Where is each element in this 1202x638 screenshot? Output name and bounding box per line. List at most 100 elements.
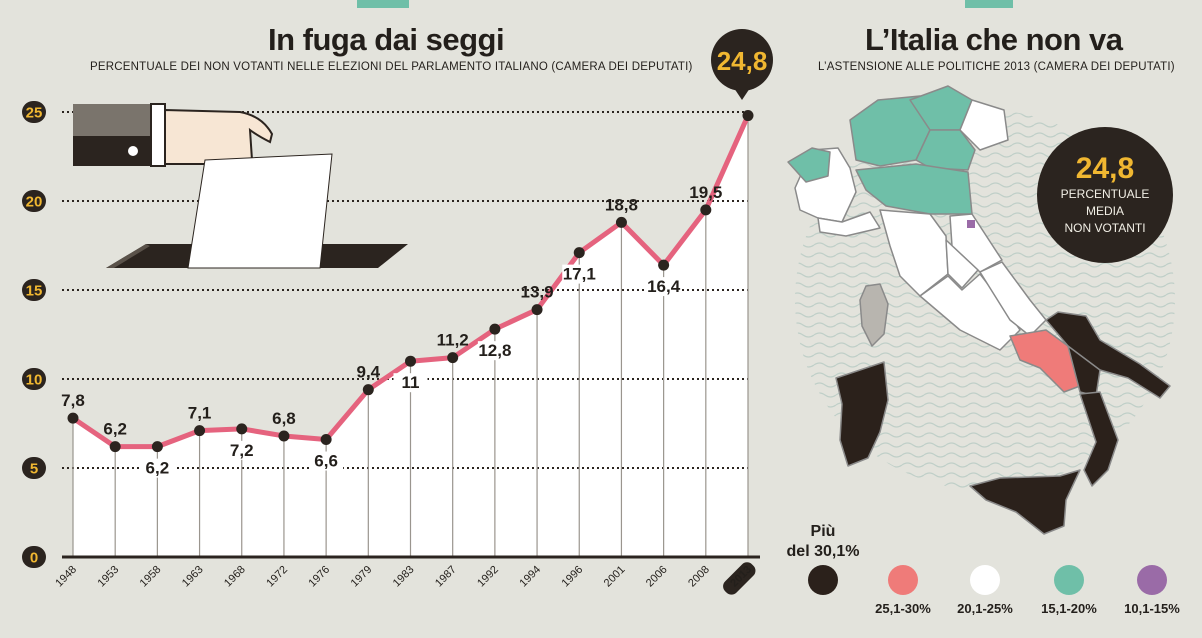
ballot-illustration [73, 103, 408, 269]
data-point [531, 304, 543, 316]
x-tick: 1968 [222, 564, 248, 590]
y-tick-pill [22, 101, 46, 123]
x-tick-label: 1979 [349, 564, 375, 590]
x-tick-label: 1963 [180, 564, 206, 590]
italy-map: 24,8 PERCENTUALE MEDIA NON VOTANTI [787, 85, 1175, 535]
x-axis-ticks: 1948 1953 1958 1963 1968 1972 1976 1979 1983 1987… [53, 562, 756, 595]
value-label-bg [477, 341, 512, 361]
x-tick-label: 1976 [306, 564, 332, 590]
legend-title-line-1: Più [810, 523, 836, 540]
data-point [236, 423, 248, 435]
x-tick-label: 1992 [475, 564, 501, 590]
data-point [109, 441, 121, 453]
map-subtitle: L’ASTENSIONE ALLE POLITICHE 2013 (CAMERA… [818, 61, 1175, 73]
badge-line-2: MEDIA [1086, 204, 1124, 218]
data-point [489, 323, 501, 335]
x-tick: 1983 [391, 564, 417, 590]
x-tick: 1958 [138, 564, 164, 590]
x-tick: 1948 [53, 564, 79, 590]
x-tick-label: 1953 [96, 564, 122, 590]
x-tick: 1976 [306, 564, 332, 590]
x-tick-label: 2008 [686, 564, 712, 590]
data-point [320, 434, 332, 446]
legend-label-teal: 15,1-20% [1041, 601, 1097, 616]
value-label-bg [646, 277, 681, 297]
y-tick-label: 20 [26, 194, 43, 211]
data-point [447, 352, 459, 364]
x-tick-label: 1948 [53, 564, 79, 590]
y-tick-label: 10 [26, 372, 43, 389]
chart-title: In fuga dai seggi [268, 22, 505, 57]
value-label: 6,2 [146, 459, 170, 478]
legend-swatch-purple [1137, 565, 1167, 595]
legend-swatch-pink [888, 565, 918, 595]
value-label-bg [224, 440, 259, 460]
y-tick-label: 15 [26, 283, 43, 300]
y-tick-pill [22, 546, 46, 568]
data-point [615, 216, 627, 228]
legend-swatch-white [970, 565, 1000, 595]
legend: Più del 30,1% [770, 520, 1202, 638]
value-label: 13,9 [521, 283, 554, 302]
x-tick-label: 1972 [264, 564, 290, 590]
value-label: 6,2 [103, 420, 127, 439]
x-tick: 1992 [475, 564, 501, 590]
value-label: 12,8 [478, 341, 511, 360]
value-labels: 7,8 6,2 6,2 7,1 7,2 6,8 6,6 9,4 11 11,2 12,8 13,9 17… [61, 183, 722, 478]
data-points [67, 110, 754, 453]
x-tick: 1994 [517, 564, 543, 590]
legend-swatches: 25,1-30% 20,1-25% 15,1-20% 10,1-15% [808, 565, 1180, 616]
x-tick: 1953 [96, 564, 122, 590]
value-label: 17,1 [563, 265, 596, 284]
value-label-bg [562, 264, 597, 284]
badge-value: 24,8 [1076, 152, 1134, 185]
x-tick-label: 1996 [560, 564, 586, 590]
data-point [151, 441, 163, 453]
x-tick-label: 1968 [222, 564, 248, 590]
value-label: 7,2 [230, 441, 254, 460]
x-tick: 1963 [180, 564, 206, 590]
legend-label-white: 20,1-25% [957, 601, 1013, 616]
value-label: 6,8 [272, 409, 296, 428]
x-tick: 1979 [349, 564, 375, 590]
legend-title: Più del 30,1% [770, 522, 876, 562]
map-title: L’Italia che non va [865, 22, 1123, 57]
x-tick-label: 1987 [433, 564, 459, 590]
value-label: 7,8 [61, 391, 85, 410]
data-point [573, 247, 585, 259]
data-point [362, 384, 374, 396]
x-tick: 2001 [602, 564, 628, 590]
y-tick-pill [22, 368, 46, 390]
y-tick-pill [22, 279, 46, 301]
legend-label-pink: 25,1-30% [875, 601, 931, 616]
y-tick-pill [22, 457, 46, 479]
value-label: 11,2 [437, 331, 469, 350]
left-accent-tab [357, 0, 409, 8]
x-tick: 1987 [433, 564, 459, 590]
value-label: 6,6 [314, 452, 338, 471]
x-tick: 1972 [264, 564, 290, 590]
value-label: 7,1 [188, 404, 212, 423]
average-badge: 24,8 PERCENTUALE MEDIA NON VOTANTI [1037, 127, 1173, 263]
value-label: 9,4 [356, 363, 380, 382]
y-axis-ticks: 0 5 10 15 20 25 [22, 101, 46, 568]
chart-subtitle: PERCENTUALE DEI NON VOTANTI NELLE ELEZIO… [90, 61, 693, 73]
x-tick-label: 2006 [644, 564, 670, 590]
gridlines [62, 111, 748, 469]
y-tick-label: 0 [30, 550, 38, 567]
value-label-bg [393, 373, 428, 393]
y-tick-label: 5 [30, 461, 38, 478]
data-point [67, 412, 79, 424]
value-label: 11 [402, 373, 420, 392]
x-tick-highlight [723, 562, 756, 595]
callout-value: 24,8 [717, 46, 768, 76]
region-shapes [787, 85, 1171, 535]
badge-line-1: PERCENTUALE [1061, 187, 1150, 201]
x-tick: 2013 [723, 562, 756, 595]
data-point [194, 425, 206, 437]
data-point [405, 355, 416, 367]
x-tick-label: 1983 [391, 564, 417, 590]
data-point [700, 204, 712, 216]
legend-swatch-teal [1054, 565, 1084, 595]
legend-title-line-2: del 30,1% [786, 543, 860, 560]
